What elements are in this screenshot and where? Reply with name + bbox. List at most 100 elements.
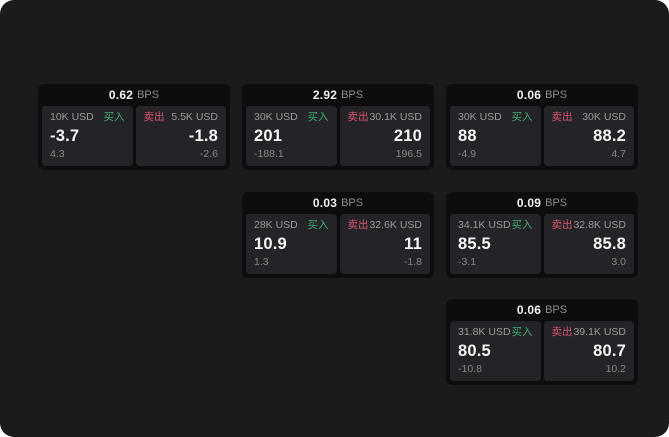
buy-tile[interactable]: 28K USD 买入 10.9 1.3 [246, 214, 337, 274]
sell-amount: 5.5K USD [171, 111, 218, 123]
buy-tile[interactable]: 10K USD 买入 -3.7 4.3 [42, 106, 133, 166]
sell-sub-value: 10.2 [605, 363, 626, 376]
buy-sub-value: 1.3 [254, 256, 269, 269]
sell-price: 80.7 [593, 342, 626, 361]
buy-tile[interactable]: 34.1K USD 买入 85.5 -3.1 [450, 214, 541, 274]
bps-unit-label: BPS [341, 89, 364, 101]
buy-price: 80.5 [458, 342, 491, 361]
sell-tile-top: 卖出 39.1K USD [551, 326, 627, 339]
card-header: 0.62 BPS [38, 84, 230, 106]
buy-tile-top: 31.8K USD 买入 [458, 326, 533, 339]
sell-tile[interactable]: 卖出 39.1K USD 80.7 10.2 [543, 321, 634, 381]
card-header: 2.92 BPS [242, 84, 434, 106]
buy-price: -3.7 [50, 127, 80, 146]
sell-tile[interactable]: 卖出 30.1K USD 210 196.5 [339, 106, 430, 166]
buy-tile[interactable]: 31.8K USD 买入 80.5 -10.8 [450, 321, 541, 381]
buy-amount: 28K USD [254, 219, 298, 231]
card-body: 30K USD 买入 88 -4.9 卖出 30K USD 88.2 4.7 [446, 106, 638, 166]
quote-card: 0.03 BPS 28K USD 买入 10.9 1.3 卖出 32.6K US… [242, 192, 434, 278]
sell-side-label: 卖出 [551, 219, 573, 231]
buy-side-label: 买入 [511, 111, 533, 123]
sell-price: 88.2 [593, 127, 626, 146]
sell-sub-value: 196.5 [395, 148, 422, 161]
sell-amount: 30.1K USD [369, 111, 422, 123]
sell-tile-top: 卖出 5.5K USD [144, 111, 219, 124]
buy-tile[interactable]: 30K USD 买入 88 -4.9 [450, 106, 541, 166]
buy-tile[interactable]: 30K USD 买入 201 -188.1 [246, 106, 337, 166]
buy-side-label: 买入 [307, 219, 329, 231]
sell-amount: 39.1K USD [573, 326, 626, 338]
sell-tile[interactable]: 卖出 32.8K USD 85.8 3.0 [543, 214, 634, 274]
buy-tile-top: 30K USD 买入 [458, 111, 533, 124]
buy-amount: 31.8K USD [458, 326, 511, 338]
bps-value: 0.09 [516, 196, 542, 210]
buy-side-label: 买入 [103, 111, 125, 123]
sell-sub-value: 4.7 [611, 148, 626, 161]
quote-card: 0.06 BPS 30K USD 买入 88 -4.9 卖出 30K USD 8… [446, 84, 638, 170]
sell-tile-top: 卖出 30K USD [551, 111, 627, 124]
buy-price: 10.9 [254, 235, 287, 254]
sell-price: 11 [404, 235, 422, 254]
bps-value: 0.62 [108, 88, 134, 102]
buy-amount: 10K USD [50, 111, 94, 123]
bps-unit-label: BPS [137, 89, 160, 101]
sell-sub-value: -1.8 [403, 256, 422, 269]
sell-side-label: 卖出 [551, 326, 573, 338]
card-body: 34.1K USD 买入 85.5 -3.1 卖出 32.8K USD 85.8… [446, 214, 638, 274]
buy-sub-value: 4.3 [50, 148, 65, 161]
sell-tile[interactable]: 卖出 5.5K USD -1.8 -2.6 [135, 106, 226, 166]
sell-sub-value: -2.6 [199, 148, 218, 161]
buy-price: 88 [458, 127, 477, 146]
buy-amount: 30K USD [458, 111, 502, 123]
sell-side-label: 卖出 [347, 111, 369, 123]
sell-price: 210 [393, 127, 422, 146]
card-header: 0.06 BPS [446, 84, 638, 106]
card-body: 10K USD 买入 -3.7 4.3 卖出 5.5K USD -1.8 -2.… [38, 106, 230, 166]
quote-card: 0.62 BPS 10K USD 买入 -3.7 4.3 卖出 5.5K USD… [38, 84, 230, 170]
sell-tile-top: 卖出 32.8K USD [551, 219, 627, 232]
bps-value: 0.06 [516, 88, 542, 102]
buy-side-label: 买入 [511, 326, 533, 338]
sell-price: 85.8 [593, 235, 626, 254]
sell-tile-top: 卖出 32.6K USD [347, 219, 423, 232]
sell-side-label: 卖出 [347, 219, 369, 231]
bps-value: 0.03 [312, 196, 338, 210]
sell-amount: 30K USD [582, 111, 626, 123]
buy-sub-value: -3.1 [458, 256, 477, 269]
buy-sub-value: -4.9 [458, 148, 477, 161]
buy-sub-value: -10.8 [458, 363, 482, 376]
sell-sub-value: 3.0 [611, 256, 626, 269]
sell-amount: 32.6K USD [369, 219, 422, 231]
buy-side-label: 买入 [307, 111, 329, 123]
card-header: 0.03 BPS [242, 192, 434, 214]
buy-sub-value: -188.1 [254, 148, 284, 161]
buy-price: 201 [254, 127, 283, 146]
bps-value: 2.92 [312, 88, 338, 102]
card-header: 0.09 BPS [446, 192, 638, 214]
buy-side-label: 买入 [511, 219, 533, 231]
bps-unit-label: BPS [341, 197, 364, 209]
buy-amount: 34.1K USD [458, 219, 511, 231]
card-header: 0.06 BPS [446, 299, 638, 321]
bps-unit-label: BPS [545, 304, 568, 316]
buy-price: 85.5 [458, 235, 491, 254]
buy-tile-top: 10K USD 买入 [50, 111, 125, 124]
buy-tile-top: 30K USD 买入 [254, 111, 329, 124]
bps-value: 0.06 [516, 303, 542, 317]
sell-tile[interactable]: 卖出 32.6K USD 11 -1.8 [339, 214, 430, 274]
sell-tile-top: 卖出 30.1K USD [347, 111, 423, 124]
sell-price: -1.8 [188, 127, 218, 146]
card-body: 31.8K USD 买入 80.5 -10.8 卖出 39.1K USD 80.… [446, 321, 638, 381]
sell-amount: 32.8K USD [573, 219, 626, 231]
card-body: 30K USD 买入 201 -188.1 卖出 30.1K USD 210 1… [242, 106, 434, 166]
bps-unit-label: BPS [545, 197, 568, 209]
bps-unit-label: BPS [545, 89, 568, 101]
sell-tile[interactable]: 卖出 30K USD 88.2 4.7 [543, 106, 634, 166]
quote-card: 0.06 BPS 31.8K USD 买入 80.5 -10.8 卖出 39.1… [446, 299, 638, 385]
sell-side-label: 卖出 [551, 111, 573, 123]
quote-card: 0.09 BPS 34.1K USD 买入 85.5 -3.1 卖出 32.8K… [446, 192, 638, 278]
quote-card: 2.92 BPS 30K USD 买入 201 -188.1 卖出 30.1K … [242, 84, 434, 170]
card-body: 28K USD 买入 10.9 1.3 卖出 32.6K USD 11 -1.8 [242, 214, 434, 274]
buy-tile-top: 28K USD 买入 [254, 219, 329, 232]
